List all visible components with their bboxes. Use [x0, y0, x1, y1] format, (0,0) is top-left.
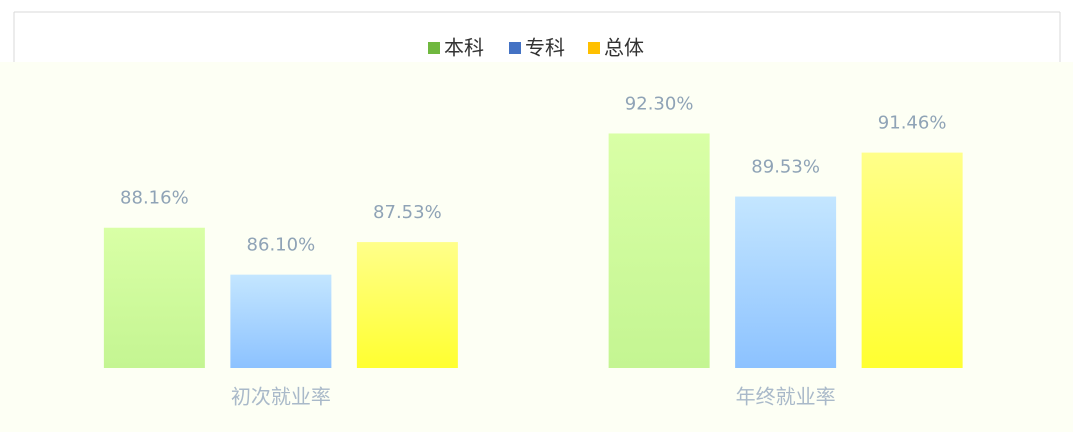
x-tick-label: 初次就业率: [231, 385, 331, 409]
bar: [608, 133, 710, 368]
bar: [103, 227, 205, 368]
legend-swatch: [509, 42, 521, 54]
value-label: 92.30%: [625, 93, 694, 114]
bar: [735, 196, 837, 368]
value-label: 86.10%: [247, 235, 316, 256]
legend-label: 总体: [604, 36, 644, 60]
value-label: 88.16%: [120, 188, 189, 209]
legend-label: 专科: [525, 36, 565, 60]
value-label: 89.53%: [751, 157, 820, 178]
bar: [230, 274, 332, 368]
value-label: 91.46%: [878, 113, 947, 134]
bar: [356, 242, 458, 368]
legend-swatch: [428, 42, 440, 54]
x-tick-label: 年终就业率: [736, 385, 836, 409]
value-label: 87.53%: [373, 202, 442, 223]
legend-swatch: [588, 42, 600, 54]
bar: [861, 152, 963, 368]
legend-label: 本科: [444, 36, 484, 60]
